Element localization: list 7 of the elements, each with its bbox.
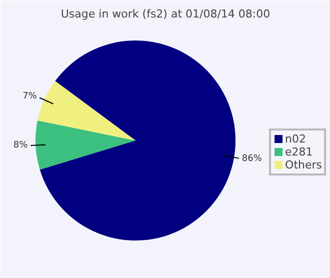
legend-label: n02 xyxy=(285,132,306,145)
legend-label: e281 xyxy=(285,145,313,158)
data-label: 7% xyxy=(22,92,38,102)
data-label: 8% xyxy=(13,140,28,151)
data-label: 86% xyxy=(242,154,262,164)
chart-title: Usage in work (fs2) at 01/08/14 08:00 xyxy=(60,8,270,20)
legend-label: Others xyxy=(285,158,322,171)
